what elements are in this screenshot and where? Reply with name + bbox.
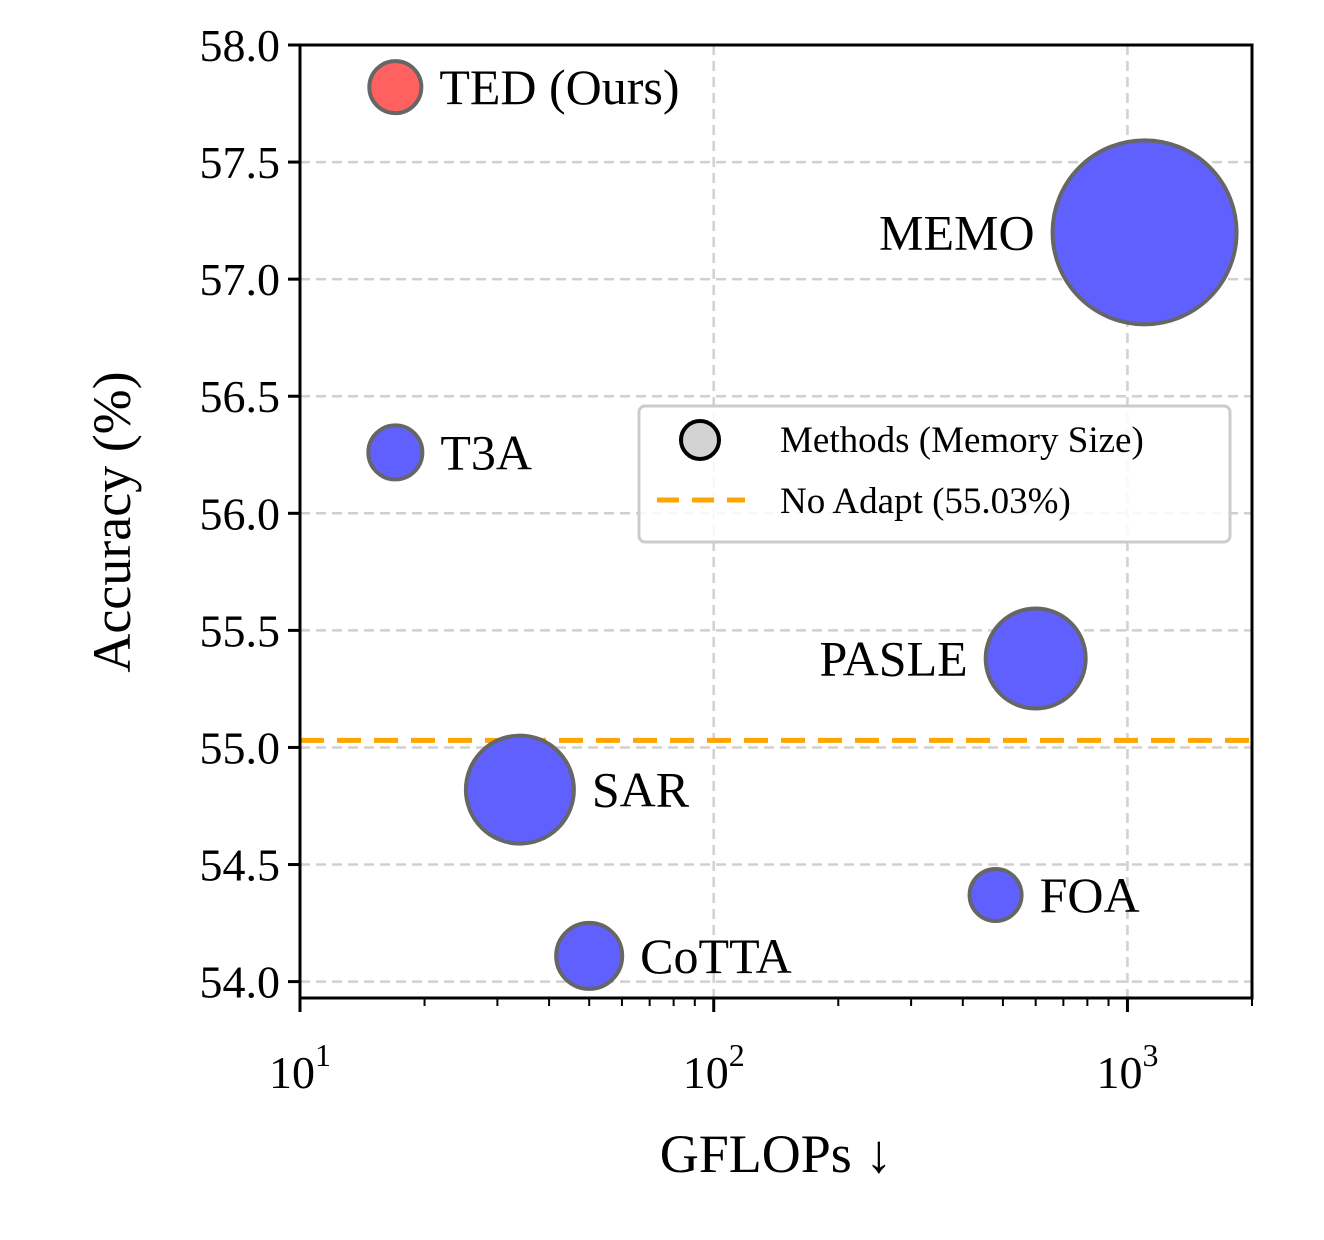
x-tick-label-base: 10 bbox=[683, 1047, 729, 1098]
point-label: TED (Ours) bbox=[439, 59, 679, 115]
data-point-pasle bbox=[983, 606, 1088, 711]
legend-label-methods: Methods (Memory Size) bbox=[780, 420, 1144, 461]
point-label: SAR bbox=[592, 762, 690, 818]
y-tick-label: 55.0 bbox=[200, 722, 281, 773]
y-tick-label: 54.5 bbox=[200, 840, 281, 891]
y-axis-ticks: 54.0 54.5 55.0 55.5 56.0 56.5 57.0 57.5 58.0 bbox=[200, 20, 300, 1008]
x-tick-label-base: 10 bbox=[269, 1047, 315, 1098]
legend-label-no-adapt: No Adapt (55.03%) bbox=[780, 481, 1071, 522]
data-point-ted-ours bbox=[367, 59, 424, 116]
legend: Methods (Memory Size) No Adapt (55.03%) bbox=[637, 404, 1232, 544]
y-tick-label: 58.0 bbox=[200, 20, 281, 71]
data-point-sar bbox=[463, 733, 576, 846]
points-layer bbox=[366, 59, 1239, 991]
point-label: CoTTA bbox=[640, 928, 792, 984]
y-axis-title: Accuracy (%) bbox=[82, 371, 142, 672]
x-tick-label: 103 bbox=[1096, 1037, 1158, 1098]
point-label: MEMO bbox=[879, 204, 1035, 260]
y-tick-label: 57.0 bbox=[200, 254, 281, 305]
y-tick-label: 57.5 bbox=[200, 137, 281, 188]
point-labels-layer: TED (Ours) MEMO T3A PASLE SAR FOA CoTTA bbox=[439, 59, 1139, 984]
legend-marker-circle bbox=[679, 419, 721, 461]
data-point-foa bbox=[967, 866, 1024, 923]
plot-frame bbox=[298, 43, 1254, 1000]
x-tick-label: 102 bbox=[683, 1037, 745, 1098]
data-point-t3a bbox=[366, 423, 425, 482]
data-point-memo bbox=[1050, 138, 1239, 327]
x-axis-ticks: 101 102 103 bbox=[269, 998, 1253, 1098]
x-tick-label-base: 10 bbox=[1096, 1047, 1142, 1098]
y-tick-label: 56.5 bbox=[200, 371, 281, 422]
point-label: PASLE bbox=[819, 630, 967, 686]
x-tick-label: 101 bbox=[269, 1037, 331, 1098]
point-label: FOA bbox=[1040, 867, 1140, 923]
y-tick-label: 54.0 bbox=[200, 957, 281, 1008]
data-point-cotta bbox=[554, 920, 625, 991]
x-tick-label-exponent: 2 bbox=[729, 1037, 745, 1073]
legend-box bbox=[637, 404, 1232, 544]
x-tick-label-exponent: 1 bbox=[315, 1037, 331, 1073]
y-tick-label: 55.5 bbox=[200, 605, 281, 656]
y-tick-label: 56.0 bbox=[200, 488, 281, 539]
x-axis-title: GFLOPs ↓ bbox=[660, 1124, 893, 1184]
point-label: T3A bbox=[440, 424, 532, 480]
x-tick-label-exponent: 3 bbox=[1142, 1037, 1158, 1073]
